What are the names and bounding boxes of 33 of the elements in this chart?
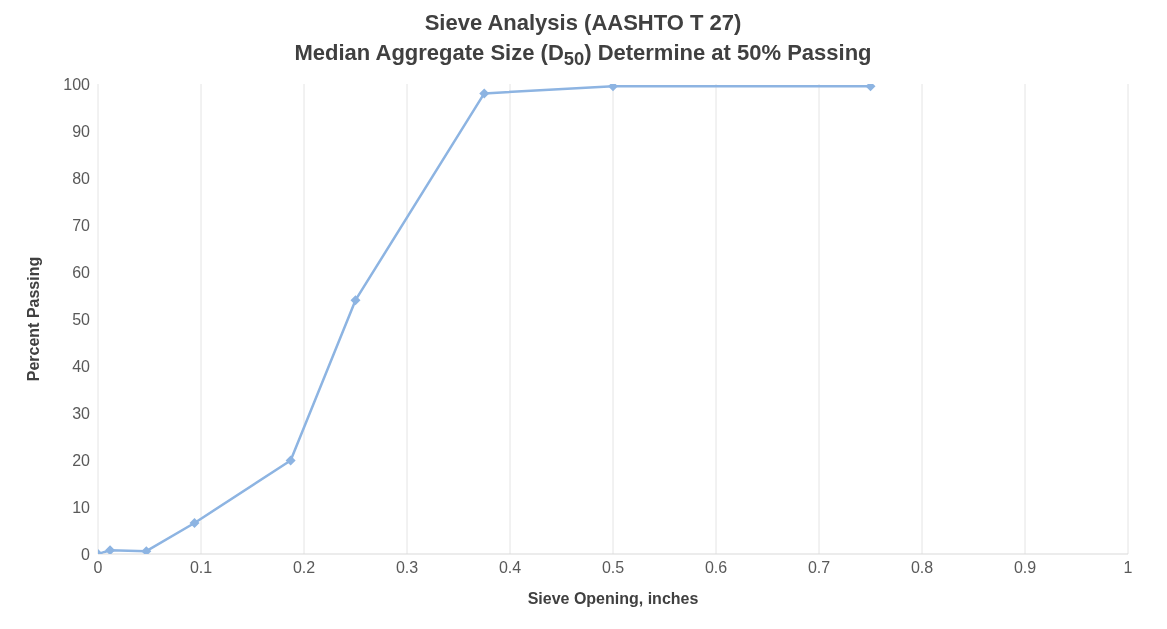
point [189, 518, 200, 529]
y-tick-label: 40 [72, 358, 91, 376]
x-tick-label: 0.4 [498, 559, 522, 577]
y-tick-label: 100 [63, 76, 91, 94]
y-tick-label: 50 [72, 311, 91, 329]
y-tick-label: 80 [72, 170, 91, 188]
y-tick-label: 0 [81, 546, 91, 564]
point [285, 455, 296, 466]
x-tick-label: 0.9 [1013, 559, 1037, 577]
y-axis-title: Percent Passing [24, 257, 42, 382]
x-tick-label: 0.7 [807, 559, 831, 577]
y-tick-label: 20 [72, 452, 91, 470]
x-tick-label: 0.6 [704, 559, 728, 577]
y-tick-label: 60 [72, 264, 91, 282]
y-tick-label: 10 [72, 499, 91, 517]
point [350, 295, 361, 306]
point [865, 84, 876, 92]
x-tick-label: 1 [1123, 559, 1133, 577]
chart-subtitle: Median Aggregate Size (D$_{50}$) Determine at 50% Passing [293, 39, 873, 72]
x-tick-label: 0 [93, 559, 103, 577]
chart-title: Sieve Analysis (AASHTO T 27) [423, 9, 743, 37]
x-tick-label: 0.1 [189, 559, 213, 577]
point [141, 546, 152, 555]
y-tick-label: 30 [72, 405, 91, 423]
x-tick-label: 0.2 [292, 559, 316, 577]
x-tick-label: 0.8 [910, 559, 934, 577]
x-tick-label: 0.3 [395, 559, 419, 577]
point [479, 88, 490, 99]
y-tick-label: 90 [72, 123, 91, 141]
point [608, 84, 618, 92]
x-axis-title: Sieve Opening, inches [527, 590, 699, 608]
y-tick-label: 70 [72, 217, 91, 235]
x-tick-label: 0.5 [601, 559, 625, 577]
